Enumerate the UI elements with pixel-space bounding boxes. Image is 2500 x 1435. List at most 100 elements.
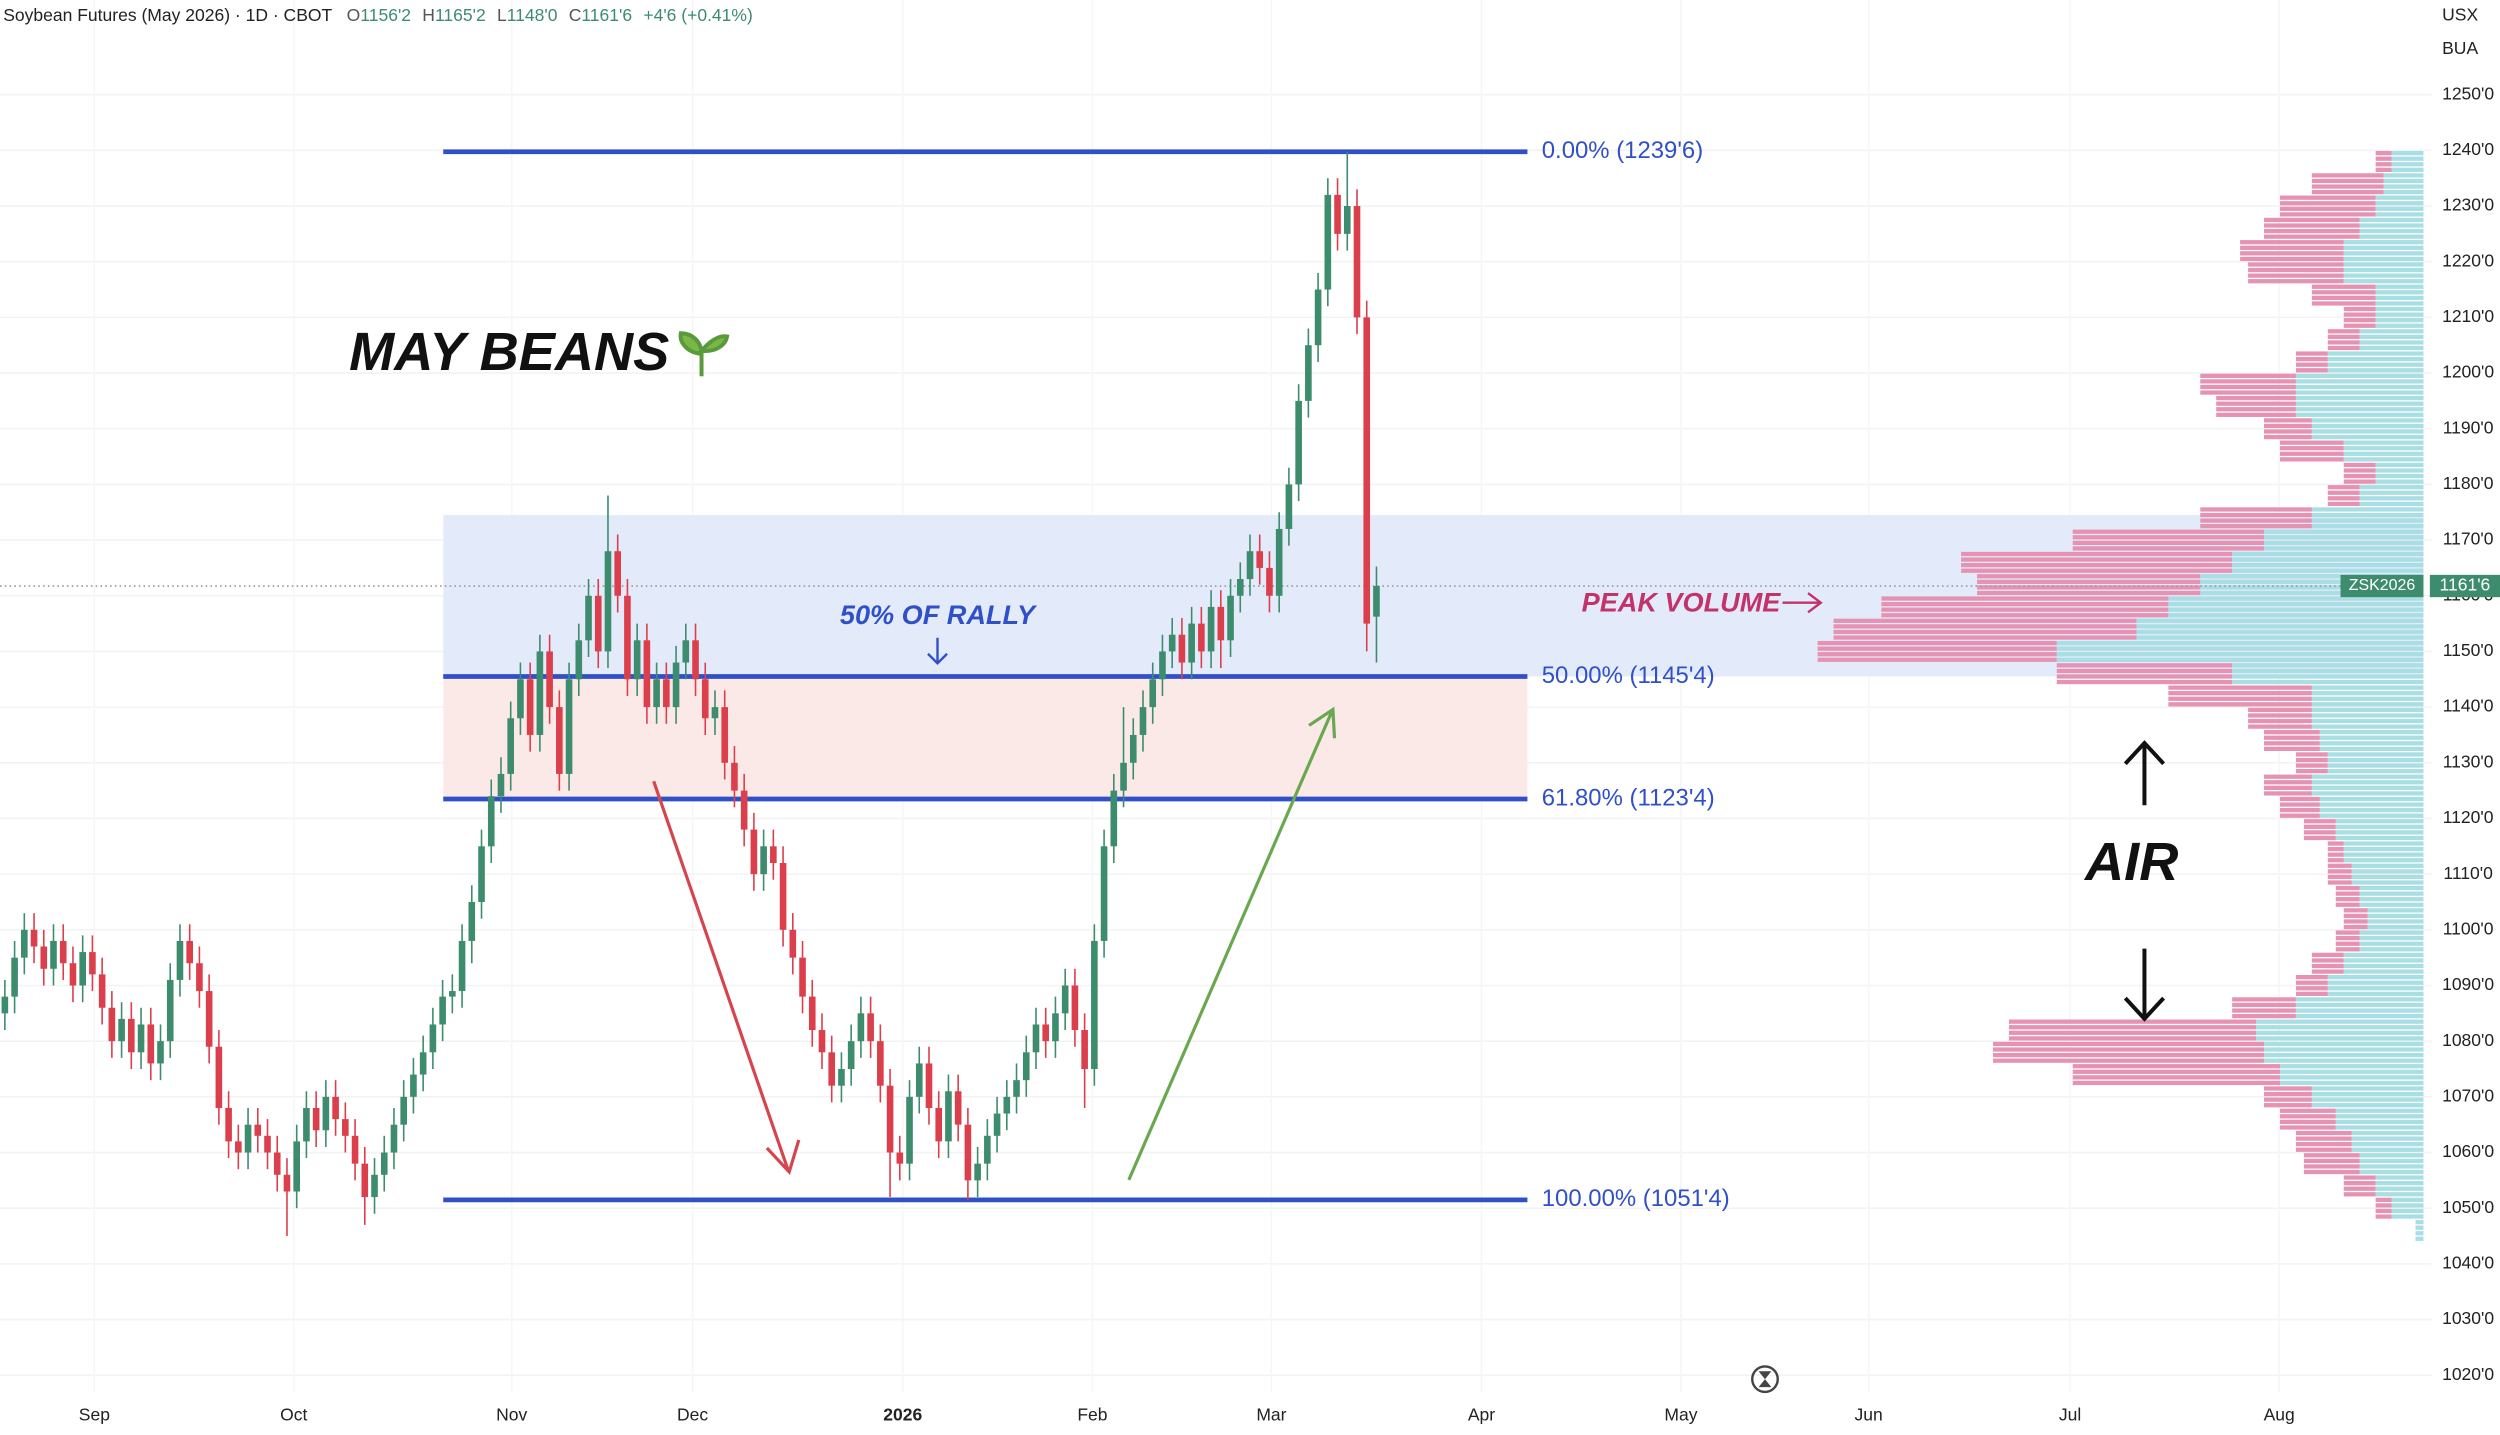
candle-body bbox=[487, 796, 495, 847]
volume-up bbox=[2311, 724, 2424, 729]
volume-down bbox=[2335, 891, 2360, 896]
volume-up bbox=[2335, 1125, 2424, 1130]
price-tag-label: 1161'6 bbox=[2440, 575, 2491, 595]
volume-up bbox=[2232, 562, 2424, 568]
y-tick-label: 1030'0 bbox=[2442, 1308, 2494, 1328]
volume-up bbox=[2383, 184, 2424, 189]
volume-up bbox=[2256, 1019, 2424, 1024]
y-tick-label: 1190'0 bbox=[2443, 417, 2494, 437]
volume-down bbox=[2343, 318, 2376, 323]
candle-body bbox=[293, 1141, 300, 1192]
volume-down bbox=[2200, 384, 2296, 390]
candle-body bbox=[808, 996, 816, 1031]
y-tick-label: 1230'0 bbox=[2442, 195, 2494, 215]
ohlc-value: 1156'2 bbox=[360, 5, 411, 25]
volume-down bbox=[2327, 345, 2360, 351]
volume-down bbox=[2264, 234, 2360, 239]
y-tick-label: 1020'0 bbox=[2442, 1364, 2494, 1384]
candle-body bbox=[964, 1124, 972, 1181]
volume-up bbox=[2359, 897, 2424, 902]
candle-body bbox=[157, 1041, 164, 1064]
volume-up bbox=[2375, 312, 2424, 317]
volume-down bbox=[2327, 852, 2344, 857]
candle-body bbox=[371, 1174, 378, 1198]
candle-body bbox=[945, 1091, 952, 1142]
candle-body bbox=[565, 679, 573, 774]
candle-body bbox=[877, 1041, 884, 1086]
volume-down bbox=[2264, 434, 2312, 440]
volume-up bbox=[2327, 351, 2424, 356]
volume-up bbox=[2200, 574, 2424, 579]
candle-body bbox=[98, 974, 106, 1008]
volume-up bbox=[2136, 618, 2424, 623]
volume-down bbox=[2295, 368, 2328, 373]
volume-up bbox=[2264, 546, 2424, 551]
candle-body bbox=[1129, 734, 1137, 763]
candle-body bbox=[478, 846, 485, 902]
candle-body bbox=[1236, 579, 1244, 596]
volume-up bbox=[2311, 696, 2424, 701]
volume-down bbox=[2335, 936, 2360, 941]
plot-layer: 0.00% (1239'6) 50.00% (1145'4) 61.80% (112… bbox=[0, 137, 2424, 1241]
volume-up bbox=[2391, 1208, 2424, 1214]
volume-down bbox=[2343, 1186, 2376, 1191]
volume-up bbox=[2311, 718, 2424, 724]
candle-body bbox=[1314, 289, 1322, 346]
volume-up bbox=[2359, 947, 2424, 952]
volume-up bbox=[2375, 295, 2424, 301]
volume-up bbox=[2311, 774, 2424, 779]
volume-down bbox=[2264, 730, 2320, 735]
volume-up bbox=[2335, 819, 2424, 824]
volume-down bbox=[2311, 295, 2376, 301]
volume-down bbox=[1992, 1052, 2265, 1058]
volume-up bbox=[2327, 768, 2424, 774]
candle-body bbox=[536, 651, 544, 735]
volume-down bbox=[2311, 958, 2344, 963]
candle-body bbox=[244, 1124, 252, 1153]
fib-label: 50.00% (1145'4) bbox=[1542, 662, 1715, 689]
candle-body bbox=[196, 963, 203, 992]
volume-down bbox=[1977, 590, 2201, 596]
candle-body bbox=[166, 979, 174, 1042]
volume-down bbox=[2279, 212, 2376, 217]
candle-body bbox=[1285, 484, 1293, 529]
volume-up bbox=[2335, 1119, 2424, 1125]
candle-body bbox=[128, 1018, 135, 1053]
volume-down bbox=[2327, 863, 2352, 868]
candle-body bbox=[351, 1135, 359, 1164]
volume-up bbox=[2327, 752, 2424, 757]
candle-body bbox=[361, 1163, 369, 1198]
candle-body bbox=[1091, 940, 1098, 1070]
volume-up bbox=[2335, 830, 2424, 835]
volume-up bbox=[2295, 997, 2424, 1002]
candle-body bbox=[1178, 634, 1186, 663]
candle-body bbox=[740, 790, 748, 830]
candle-body bbox=[925, 1063, 933, 1108]
y-tick-label: 1120'0 bbox=[2443, 807, 2494, 827]
volume-down bbox=[2168, 702, 2312, 707]
candle-body bbox=[1013, 1080, 1020, 1097]
volume-up bbox=[2295, 401, 2424, 406]
volume-up bbox=[2359, 340, 2424, 345]
price-tag bbox=[2429, 574, 2500, 598]
volume-down bbox=[2327, 329, 2360, 334]
volume-up bbox=[2319, 813, 2424, 818]
volume-down bbox=[2375, 1203, 2392, 1208]
volume-up bbox=[2279, 1064, 2424, 1069]
candle-body bbox=[653, 679, 660, 708]
volume-down bbox=[2056, 663, 2233, 668]
candle-body bbox=[672, 662, 680, 708]
volume-down bbox=[2264, 746, 2320, 752]
ohlc-value: 1148'0 bbox=[507, 5, 558, 25]
volume-down bbox=[2295, 980, 2328, 985]
candle-body bbox=[108, 1007, 116, 1042]
candle-body bbox=[594, 595, 602, 652]
volume-up bbox=[2343, 279, 2424, 284]
volume-down bbox=[2295, 362, 2328, 367]
volume-down bbox=[2056, 668, 2233, 674]
y-tick-label: 1140'0 bbox=[2443, 696, 2494, 716]
ohlc-key: H bbox=[422, 5, 435, 25]
up-move-arrow bbox=[1127, 706, 1337, 1181]
volume-down bbox=[2279, 201, 2376, 206]
volume-down bbox=[2343, 306, 2376, 312]
